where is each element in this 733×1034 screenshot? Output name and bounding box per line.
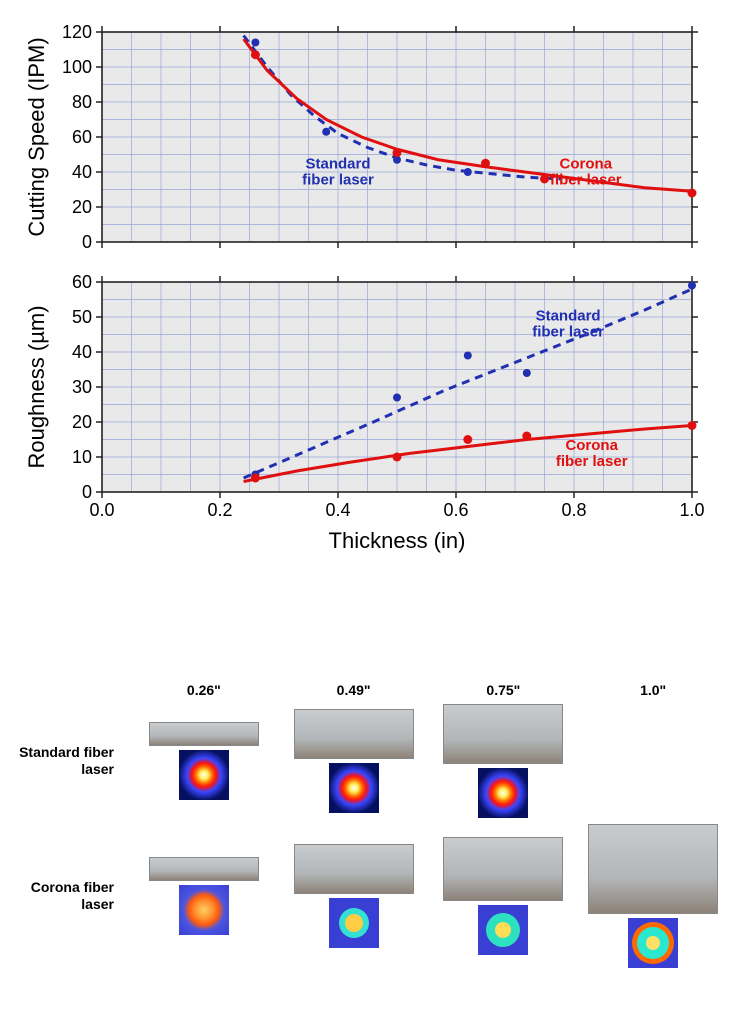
series-point-corona bbox=[481, 159, 490, 168]
sample-swatch bbox=[443, 837, 563, 901]
thickness-header: 1.0" bbox=[585, 682, 721, 698]
series-point-standard bbox=[322, 128, 330, 136]
row-label: Standard fiberlaser bbox=[12, 744, 122, 778]
y-tick-label: 0 bbox=[82, 232, 92, 252]
series-label-corona: fiber laser bbox=[556, 453, 628, 470]
series-label-standard: Standard bbox=[536, 308, 601, 325]
series-label-corona: Corona bbox=[560, 156, 613, 173]
series-point-standard bbox=[251, 39, 259, 47]
beam-profile-gaussian bbox=[478, 768, 528, 818]
y-tick-label: 0 bbox=[82, 482, 92, 502]
series-point-corona bbox=[251, 474, 260, 483]
sample-cell bbox=[436, 704, 572, 818]
y-tick-label: 120 bbox=[62, 22, 92, 42]
y-tick-label: 40 bbox=[72, 162, 92, 182]
x-tick-label: 1.0 bbox=[679, 500, 704, 520]
y-tick-label: 30 bbox=[72, 377, 92, 397]
sample-cell bbox=[286, 844, 422, 948]
series-point-standard bbox=[523, 369, 531, 377]
series-point-standard bbox=[464, 168, 472, 176]
sample-cell bbox=[286, 709, 422, 813]
sample-swatch bbox=[588, 824, 718, 914]
beam-profile-ring_large bbox=[628, 918, 678, 968]
thickness-header: 0.26" bbox=[136, 682, 272, 698]
series-point-corona bbox=[463, 435, 472, 444]
sample-swatch bbox=[149, 722, 259, 746]
series-label-standard: fiber laser bbox=[302, 172, 374, 189]
x-tick-label: 0.2 bbox=[207, 500, 232, 520]
sample-cell bbox=[136, 722, 272, 800]
sample-swatch bbox=[149, 857, 259, 881]
x-tick-label: 0.8 bbox=[561, 500, 586, 520]
charts-container: 020406080100120Standardfiber laserCorona… bbox=[12, 12, 721, 652]
y-tick-label: 20 bbox=[72, 197, 92, 217]
x-tick-label: 0.6 bbox=[443, 500, 468, 520]
thickness-header: 0.75" bbox=[436, 682, 572, 698]
row-label: Corona fiberlaser bbox=[12, 879, 122, 913]
series-label-standard: fiber laser bbox=[532, 324, 604, 341]
sample-cell bbox=[436, 837, 572, 955]
series-point-standard bbox=[688, 282, 696, 290]
series-point-corona bbox=[393, 148, 402, 157]
series-point-corona bbox=[688, 189, 697, 198]
sample-swatch bbox=[294, 844, 414, 894]
beam-profile-ring_med bbox=[478, 905, 528, 955]
sample-cell bbox=[585, 722, 721, 800]
y-axis-label: Cutting Speed (IPM) bbox=[24, 37, 49, 236]
x-tick-label: 0.0 bbox=[89, 500, 114, 520]
series-point-corona bbox=[540, 175, 549, 184]
series-label-corona: fiber laser bbox=[550, 172, 622, 189]
x-tick-label: 0.4 bbox=[325, 500, 350, 520]
sample-swatch bbox=[443, 704, 563, 764]
y-tick-label: 60 bbox=[72, 127, 92, 147]
series-point-standard bbox=[464, 352, 472, 360]
y-tick-label: 50 bbox=[72, 307, 92, 327]
series-point-corona bbox=[251, 50, 260, 59]
thickness-header: 0.49" bbox=[286, 682, 422, 698]
charts-svg: 020406080100120Standardfiber laserCorona… bbox=[12, 12, 712, 652]
y-tick-label: 20 bbox=[72, 412, 92, 432]
sample-cell bbox=[585, 824, 721, 968]
image-comparison-panel: 0.26" 0.49" 0.75" 1.0" Standard fiberlaser Co… bbox=[12, 682, 721, 968]
series-point-standard bbox=[393, 394, 401, 402]
x-axis-label: Thickness (in) bbox=[329, 528, 466, 553]
series-label-standard: Standard bbox=[305, 156, 370, 173]
y-tick-label: 60 bbox=[72, 272, 92, 292]
y-tick-label: 100 bbox=[62, 57, 92, 77]
y-axis-label: Roughness (µm) bbox=[24, 305, 49, 468]
beam-profile-gaussian bbox=[179, 750, 229, 800]
beam-profile-spot bbox=[179, 885, 229, 935]
y-tick-label: 40 bbox=[72, 342, 92, 362]
series-point-corona bbox=[393, 453, 402, 462]
beam-profile-ring_small bbox=[329, 898, 379, 948]
sample-cell bbox=[136, 857, 272, 935]
series-label-corona: Corona bbox=[565, 437, 618, 454]
series-point-corona bbox=[522, 432, 531, 441]
y-tick-label: 80 bbox=[72, 92, 92, 112]
beam-profile-gaussian bbox=[329, 763, 379, 813]
y-tick-label: 10 bbox=[72, 447, 92, 467]
series-point-corona bbox=[688, 421, 697, 430]
sample-swatch bbox=[294, 709, 414, 759]
